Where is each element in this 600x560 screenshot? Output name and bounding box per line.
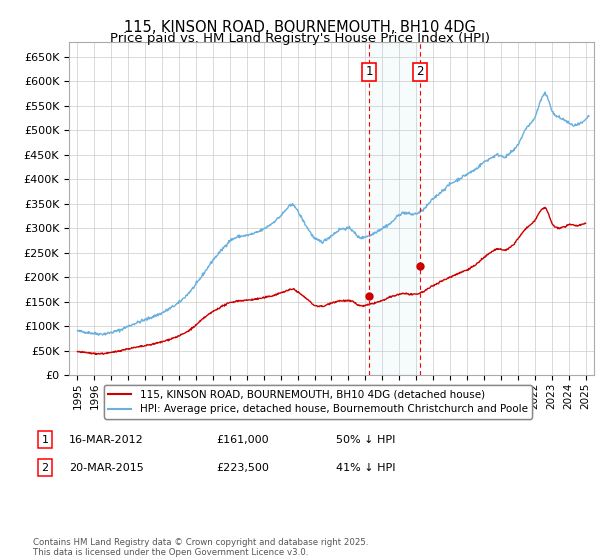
Text: 20-MAR-2015: 20-MAR-2015 (69, 463, 144, 473)
Text: Price paid vs. HM Land Registry's House Price Index (HPI): Price paid vs. HM Land Registry's House … (110, 32, 490, 45)
Legend: 115, KINSON ROAD, BOURNEMOUTH, BH10 4DG (detached house), HPI: Average price, de: 115, KINSON ROAD, BOURNEMOUTH, BH10 4DG … (104, 385, 532, 418)
Text: 1: 1 (365, 66, 373, 78)
Bar (369, 42, 420, 375)
Text: 16-MAR-2012: 16-MAR-2012 (69, 435, 144, 445)
Text: 2: 2 (41, 463, 49, 473)
Text: 50% ↓ HPI: 50% ↓ HPI (336, 435, 395, 445)
Text: 115, KINSON ROAD, BOURNEMOUTH, BH10 4DG: 115, KINSON ROAD, BOURNEMOUTH, BH10 4DG (124, 20, 476, 35)
Text: 1: 1 (41, 435, 49, 445)
Text: Contains HM Land Registry data © Crown copyright and database right 2025.
This d: Contains HM Land Registry data © Crown c… (33, 538, 368, 557)
Text: £223,500: £223,500 (216, 463, 269, 473)
Text: 2: 2 (416, 66, 424, 78)
Text: 41% ↓ HPI: 41% ↓ HPI (336, 463, 395, 473)
Text: £161,000: £161,000 (216, 435, 269, 445)
